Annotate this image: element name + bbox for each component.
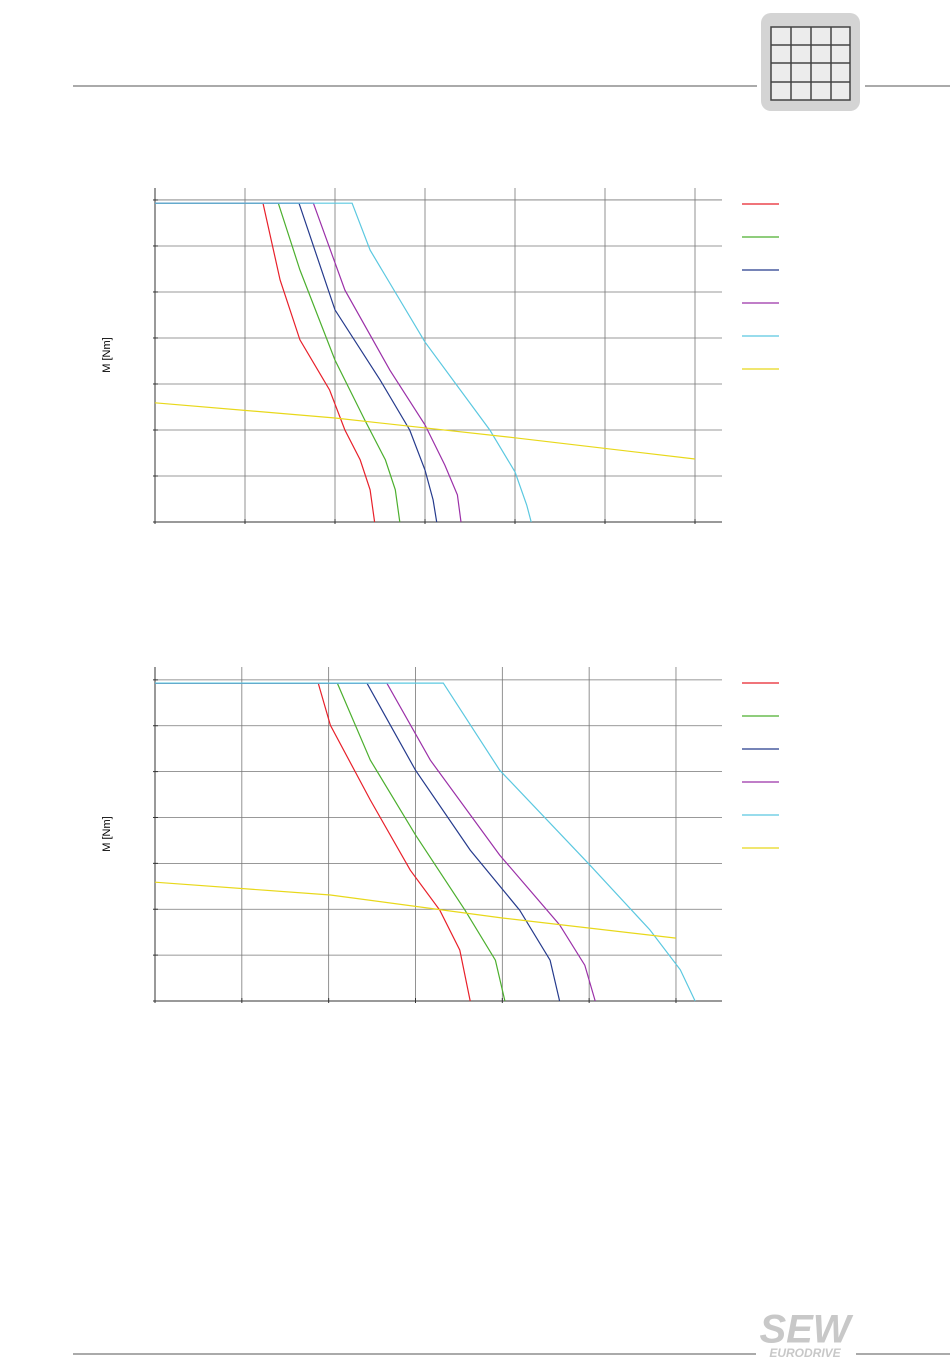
curve: [154, 881, 677, 939]
curve: [155, 202, 401, 523]
y-axis-label: M [Nm]: [101, 337, 113, 372]
curve: [155, 682, 696, 1002]
logo-sub: EURODRIVE: [769, 1346, 841, 1360]
curve: [155, 682, 471, 1002]
curve: [155, 202, 376, 523]
logo: SEW: [759, 1308, 853, 1352]
curve: [154, 402, 696, 460]
logo-bg: [756, 1312, 856, 1360]
curve: [155, 682, 506, 1002]
header-icon: [761, 13, 860, 111]
curve: [155, 202, 438, 523]
curve: [155, 202, 462, 523]
curve: [155, 682, 596, 1002]
curve: [155, 202, 532, 523]
y-axis-label: M [Nm]: [101, 816, 113, 851]
